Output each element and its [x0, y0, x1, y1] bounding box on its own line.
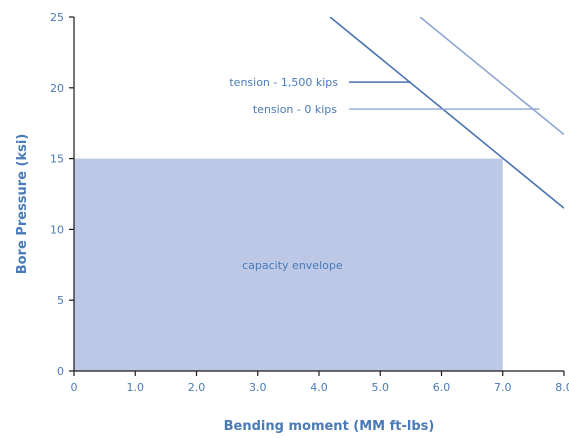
capacity-envelope — [74, 158, 503, 371]
x-tick-label: 5.0 — [372, 381, 390, 394]
capacity-envelope-label: capacity envelope — [242, 259, 343, 272]
x-axis-title: Bending moment (MM ft-lbs) — [224, 419, 435, 434]
series-line-1 — [329, 17, 564, 209]
y-tick-label: 10 — [50, 223, 64, 236]
x-tick-label: 2.0 — [188, 381, 206, 394]
x-ticks: 0 1.0 2.0 3.0 4.0 5.0 6.0 7.0 8.0 — [71, 371, 569, 394]
x-tick-label: 4.0 — [310, 381, 328, 394]
x-tick-label: 8.0 — [555, 381, 569, 394]
y-tick-label: 15 — [50, 153, 64, 166]
series-label-2: tension - 0 kips — [253, 103, 337, 116]
plot-area: capacity envelope tension - 1,500 kipste… — [50, 11, 569, 394]
y-tick-label: 20 — [50, 82, 64, 95]
series-layer: tension - 1,500 kips tension - 0 kips — [229, 17, 564, 209]
y-tick-label: 5 — [57, 294, 64, 307]
series-line-2 — [419, 17, 564, 136]
y-axis-title: Bore Pressure (ksi) — [15, 134, 30, 275]
y-tick-label: 25 — [50, 11, 64, 24]
x-tick-label: 3.0 — [249, 381, 267, 394]
x-tick-label: 1.0 — [127, 381, 145, 394]
series-label-1: tension - 1,500 kips — [229, 76, 338, 89]
x-tick-label: 7.0 — [494, 381, 512, 394]
x-tick-label: 6.0 — [433, 381, 451, 394]
y-tick-label: 0 — [57, 365, 64, 378]
y-ticks: 0 5 10 15 20 25 — [50, 11, 74, 378]
x-tick-label: 0 — [71, 381, 78, 394]
